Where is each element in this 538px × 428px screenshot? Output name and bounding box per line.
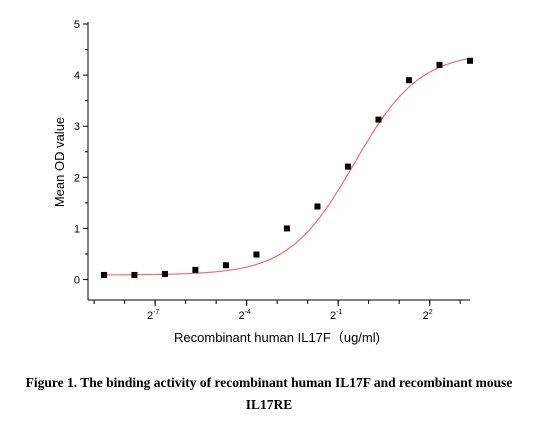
x-tick-label: 2-7 xyxy=(147,309,159,322)
caption-line-2: IL17RE xyxy=(245,397,293,412)
fit-curve xyxy=(103,57,471,276)
data-points xyxy=(100,57,473,278)
x-ticks: 2-7 2-4 2-1 22 xyxy=(93,300,461,322)
x-tick-label: 2-4 xyxy=(238,309,250,322)
data-point xyxy=(405,77,412,84)
caption-line-1: Figure 1. The binding activity of recomb… xyxy=(25,375,513,390)
y-axis-label: Mean OD value xyxy=(52,117,67,207)
y-tick-label: 0 xyxy=(74,275,80,287)
y-tick-label: 4 xyxy=(74,70,80,82)
y-tick-label: 3 xyxy=(74,121,80,133)
data-point xyxy=(436,61,443,68)
x-tick-label: 22 xyxy=(423,309,433,322)
data-point xyxy=(131,271,138,278)
data-point xyxy=(100,271,107,278)
data-point xyxy=(253,251,260,258)
x-axis-label: Recombinant human IL17F（ug/ml) xyxy=(174,330,380,345)
y-tick-label: 2 xyxy=(74,172,80,184)
axes: 0 1 2 3 4 5 2-7 2-4 2-1 22 xyxy=(74,19,470,322)
data-point xyxy=(344,163,351,170)
y-ticks: 0 1 2 3 4 5 xyxy=(74,19,88,287)
y-tick-label: 5 xyxy=(74,19,80,31)
data-point xyxy=(467,57,473,64)
data-point xyxy=(283,225,290,232)
data-point xyxy=(314,203,321,210)
figure-caption: Figure 1. The binding activity of recomb… xyxy=(0,372,538,416)
data-point xyxy=(222,262,229,269)
data-point xyxy=(192,266,199,273)
data-point xyxy=(375,116,382,123)
chart: 0 1 2 3 4 5 2-7 2-4 2-1 22 Mean OD value Recombi… xyxy=(52,19,473,345)
y-tick-label: 1 xyxy=(74,223,80,235)
x-tick-label: 2-1 xyxy=(330,309,342,322)
data-point xyxy=(161,270,168,277)
